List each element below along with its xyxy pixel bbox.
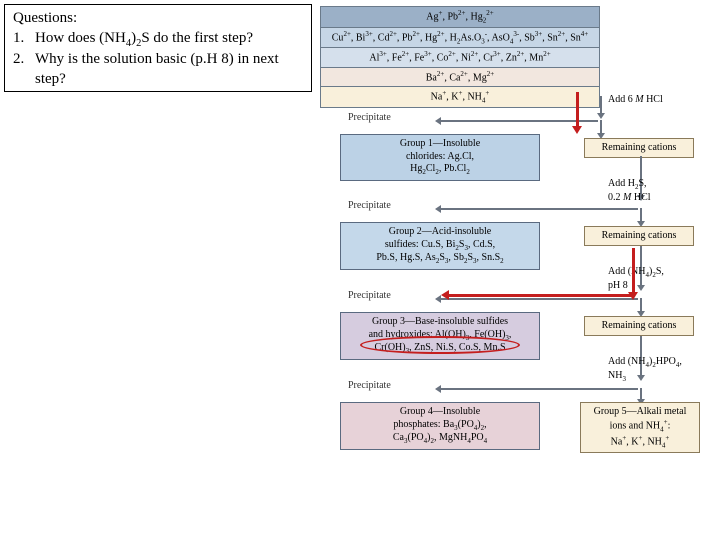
remain-3: Remaining cations <box>584 316 694 336</box>
ion-row-2: Al3+, Fe2+, Fe3+, Co2+, Ni2+, Cr3+, Zn2+… <box>320 47 600 66</box>
reagent-3: Add (NH4)2S,pH 8 <box>608 266 704 291</box>
arrow-down-2b <box>640 208 642 222</box>
arrow-down-4b <box>640 388 642 400</box>
group-4-box: Group 4—Insolublephosphates: Ba3(PO4)2,C… <box>340 402 540 450</box>
remain-2: Remaining cations <box>584 226 694 246</box>
precip-label-4: Precipitate <box>348 380 391 391</box>
arrow-down-1b <box>600 120 602 134</box>
remain-1: Remaining cations <box>584 138 694 158</box>
questions-list: 1. How does (NH4)2S do the first step? 2… <box>13 29 303 90</box>
precip-label-3: Precipitate <box>348 290 391 301</box>
arrow-left-1 <box>440 120 598 122</box>
ion-row-0: Ag+, Pb2+, Hg22+ <box>320 6 600 27</box>
ion-row-4: Na+, K+, NH4+ <box>320 86 600 108</box>
questions-box: Questions: 1. How does (NH4)2S do the fi… <box>4 4 312 92</box>
questions-title: Questions: <box>13 9 303 29</box>
arrow-left-3 <box>440 298 638 300</box>
precip-label-1: Precipitate <box>348 112 391 123</box>
red-arrow-2 <box>632 248 635 294</box>
precip-label-2: Precipitate <box>348 200 391 211</box>
arrow-down-3b <box>640 298 642 312</box>
arrow-left-4 <box>440 388 638 390</box>
red-arrow-1 <box>576 92 579 128</box>
reagent-4: Add (NH4)2HPO4,NH3 <box>608 356 704 383</box>
question-2: 2. Why is the solution basic (p.H 8) in … <box>13 50 303 89</box>
group-1-box: Group 1—Insolublechlorides: Ag.Cl,Hg2Cl2… <box>340 134 540 181</box>
red-oval <box>360 336 520 354</box>
ion-stack: Ag+, Pb2+, Hg22+ Cu2+, Bi3+, Cd2+, Pb2+,… <box>320 6 600 108</box>
group-5-box: Group 5—Alkali metalions and NH4+:Na+, K… <box>580 402 700 453</box>
reagent-1: Add 6 M HCl <box>608 94 704 105</box>
ion-row-3: Ba2+, Ca2+, Mg2+ <box>320 67 600 86</box>
group-2-box: Group 2—Acid-insolublesulfides: Cu.S, Bi… <box>340 222 540 270</box>
reagent-2: Add H2S,0.2 M HCl <box>608 178 704 203</box>
arrow-left-2 <box>440 208 638 210</box>
red-arrow-2b <box>448 294 632 297</box>
ion-row-1: Cu2+, Bi3+, Cd2+, Pb2+, Hg2+, H2As.O3-, … <box>320 27 600 48</box>
question-1: 1. How does (NH4)2S do the first step? <box>13 29 303 51</box>
arrow-down-1 <box>600 96 602 114</box>
